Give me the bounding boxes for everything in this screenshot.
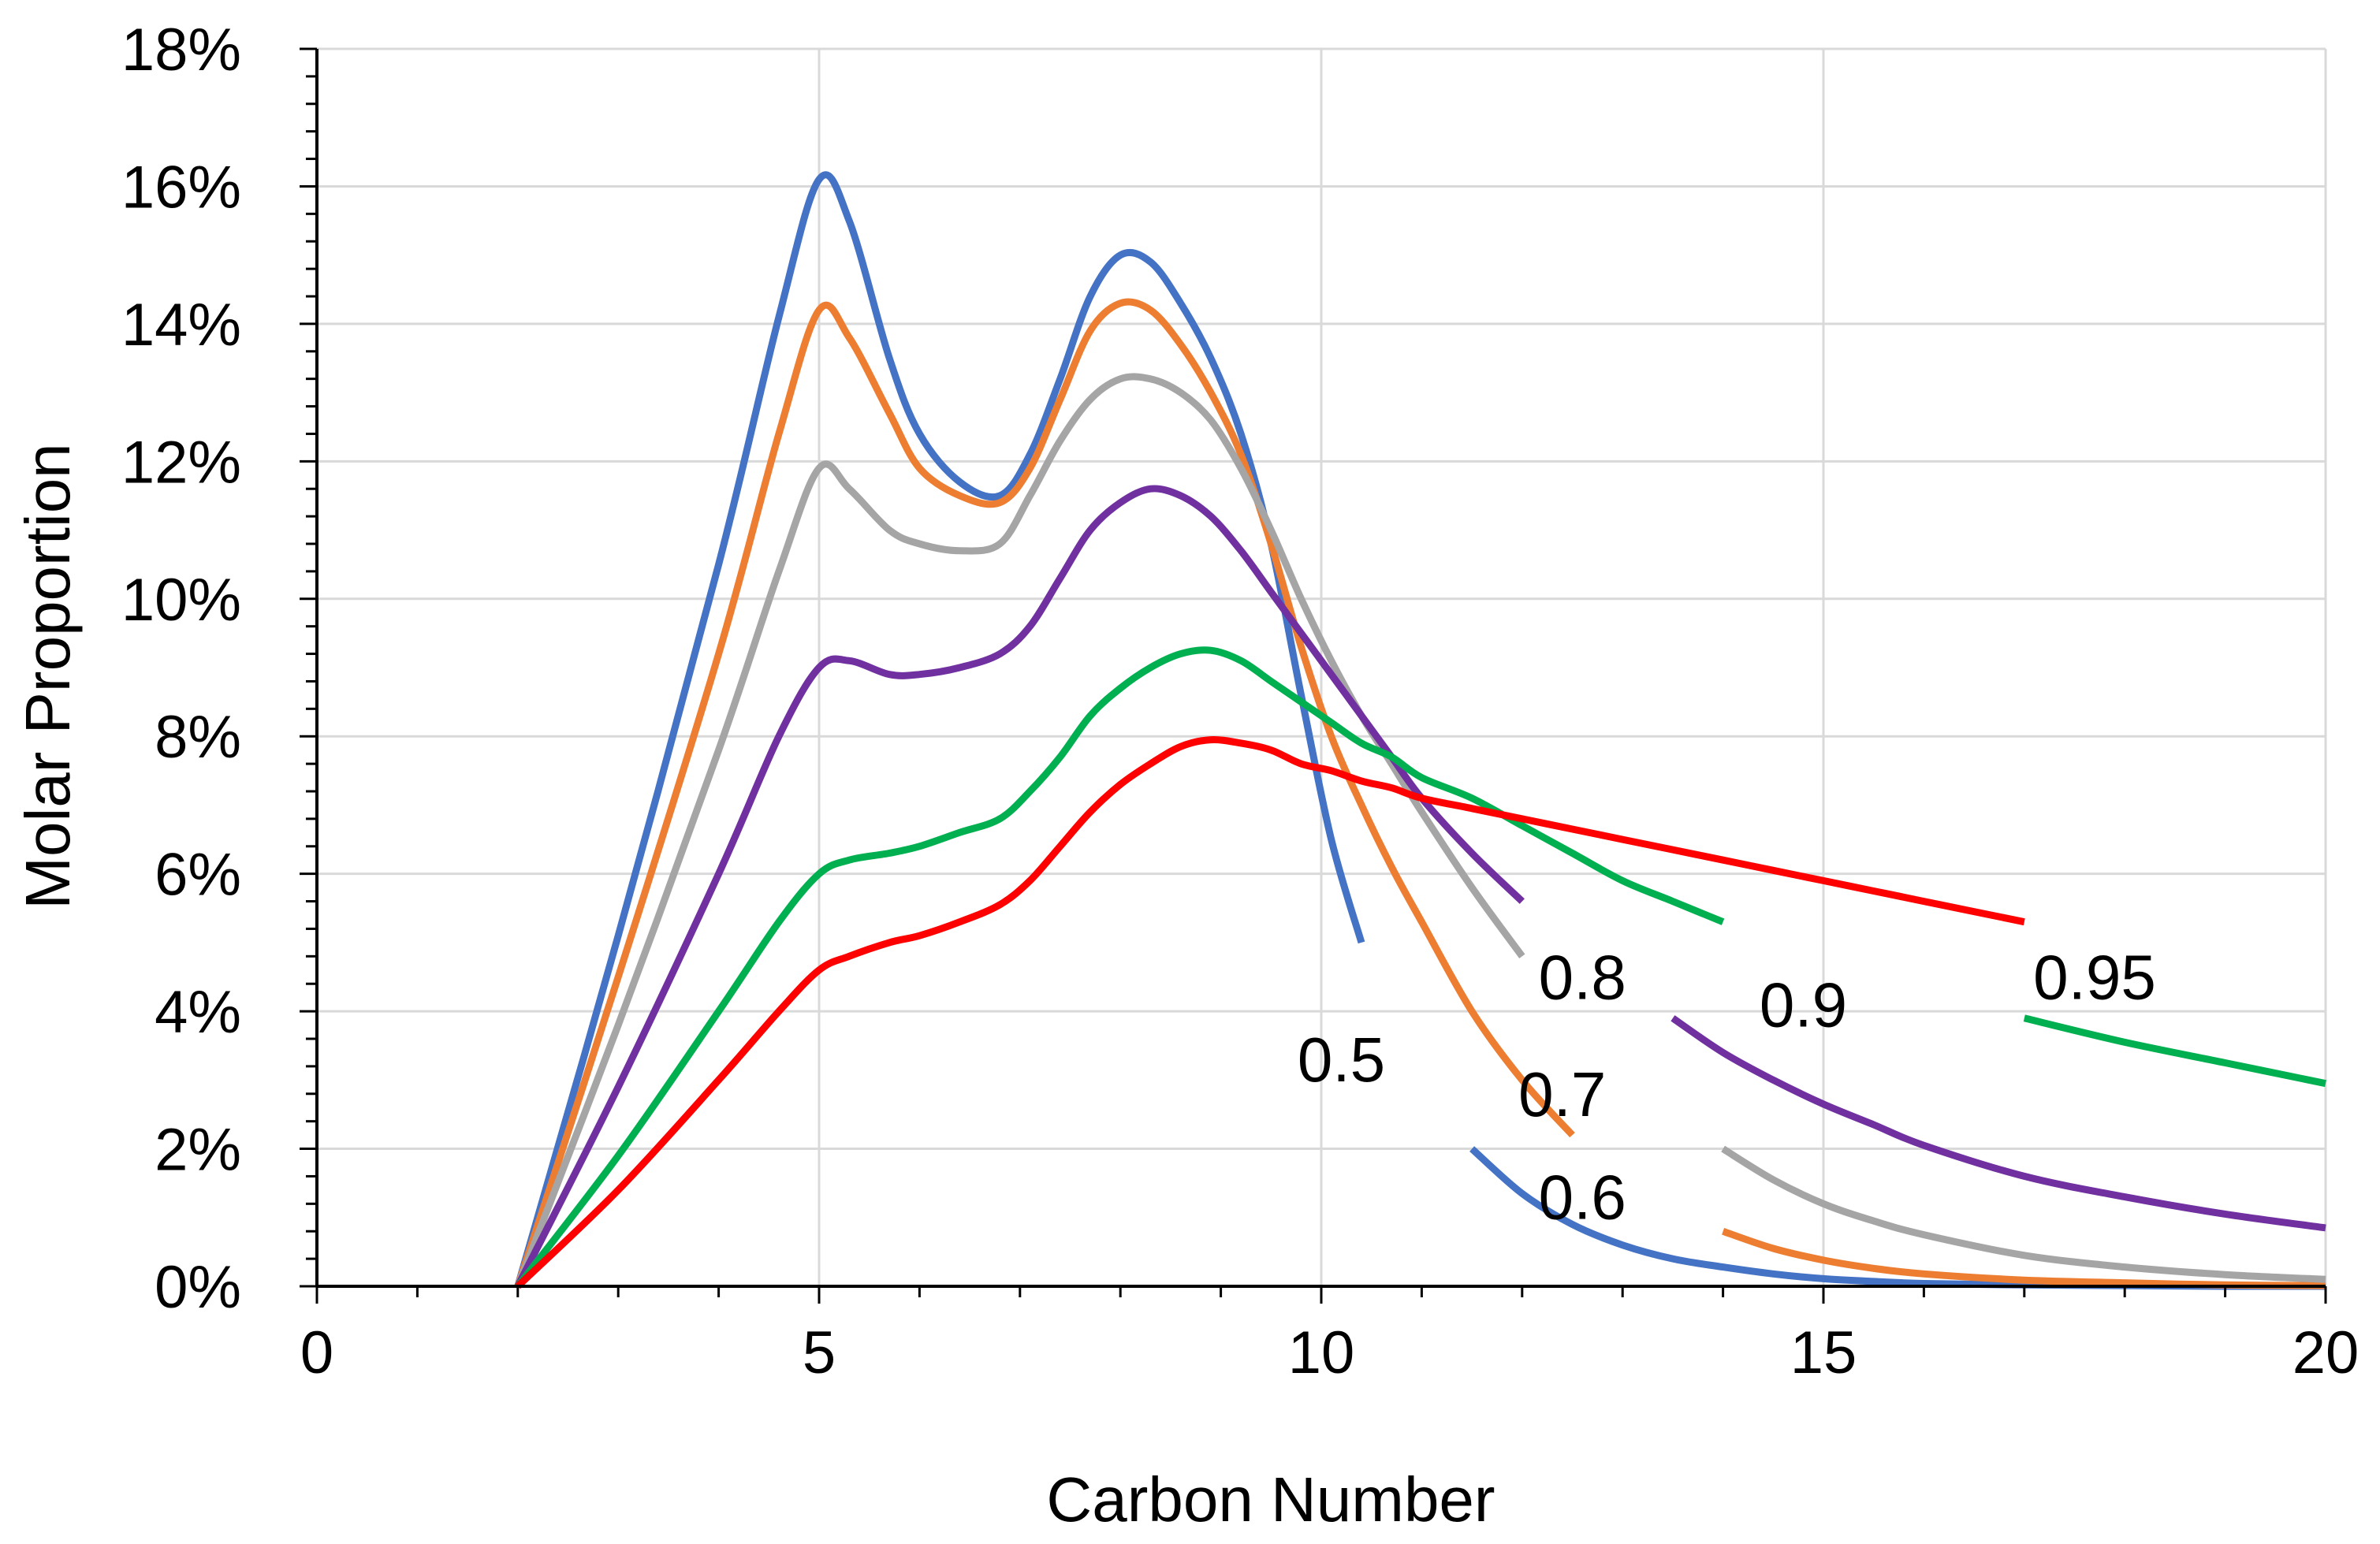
series-line-0.9 <box>2023 1014 2326 1088</box>
curve-label-0.6: 0.6 <box>1539 1163 1626 1233</box>
x-tick-label: 20 <box>2292 1319 2360 1386</box>
series-line-0.9 <box>515 646 1725 1289</box>
curve-label-0.5: 0.5 <box>1298 1025 1385 1095</box>
y-tick-label: 18% <box>121 17 241 84</box>
y-tick-label: 10% <box>121 567 241 634</box>
y-tick-label: 2% <box>155 1117 241 1184</box>
curve-label-0.95: 0.95 <box>2033 943 2156 1013</box>
x-tick-label: 15 <box>1790 1319 1857 1386</box>
series-line-0.8 <box>514 485 1525 1289</box>
x-tick-label: 10 <box>1288 1319 1355 1386</box>
axes: 0 5 10 15 20 0% 2% 4% 6% 8% 10% 12% 14% 16% 18% <box>121 17 2359 1386</box>
curve-label-0.9: 0.9 <box>1760 969 1847 1040</box>
y-tick-label: 8% <box>155 704 241 771</box>
series-lines <box>514 171 2326 1290</box>
y-tick-label: 4% <box>155 979 241 1046</box>
curve-label-0.7: 0.7 <box>1518 1059 1606 1129</box>
x-tick-label: 0 <box>300 1319 333 1386</box>
y-axis-title: Molar Proportion <box>13 443 83 909</box>
gridlines <box>317 47 2327 1286</box>
series-line-0.6 <box>514 298 1575 1288</box>
curve-labels: 0.5 0.6 0.7 0.8 0.9 0.95 <box>1298 943 2156 1233</box>
series-line-0.7 <box>1721 1145 2326 1283</box>
y-tick-label: 12% <box>121 429 241 496</box>
curve-label-0.8: 0.8 <box>1539 943 1626 1013</box>
x-axis-title: Carbon Number <box>1046 1464 1495 1535</box>
series-line-0.95 <box>515 735 2025 1289</box>
y-tick-label: 16% <box>121 154 241 221</box>
series-line-0.8 <box>1670 1015 2326 1232</box>
x-tick-label: 5 <box>803 1319 836 1386</box>
y-tick-label: 14% <box>121 292 241 359</box>
y-tick-label: 0% <box>155 1254 241 1321</box>
y-tick-label: 6% <box>155 842 241 909</box>
